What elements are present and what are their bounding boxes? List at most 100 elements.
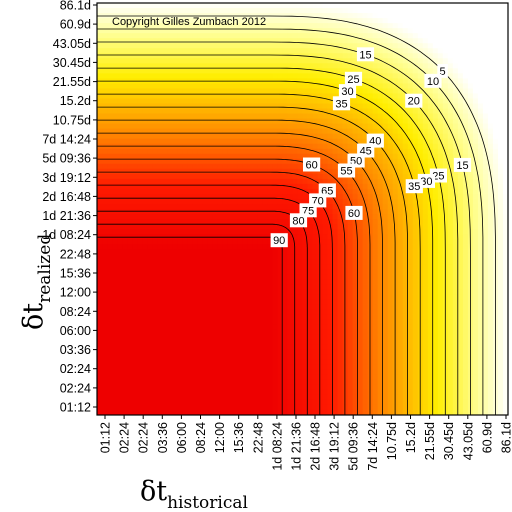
heat-cell: [342, 274, 349, 280]
heat-cell: [187, 389, 193, 396]
heat-cell: [272, 214, 279, 220]
heat-cell: [207, 53, 213, 59]
heat-cell: [252, 284, 258, 290]
heat-cell: [97, 239, 103, 245]
heat-cell: [382, 229, 389, 235]
heat-cell: [377, 83, 384, 90]
heat-cell: [142, 354, 148, 361]
heat-cell: [357, 198, 364, 205]
heat-cell: [122, 48, 128, 54]
heat-cell: [152, 399, 158, 406]
heat-cell: [257, 108, 263, 115]
heat-cell: [207, 369, 213, 376]
heat-cell: [362, 219, 369, 225]
heat-cell: [357, 219, 364, 225]
heat-cell: [117, 399, 123, 406]
heat-cell: [97, 344, 103, 351]
heat-cell: [167, 203, 173, 210]
heat-cell: [207, 103, 213, 110]
heat-cell: [142, 349, 148, 356]
heat-cell: [232, 239, 238, 245]
heat-cell: [197, 193, 203, 200]
heat-cell: [332, 239, 339, 245]
heat-cell: [372, 309, 379, 316]
heat-cell: [362, 329, 369, 336]
heat-cell: [317, 133, 324, 140]
heat-cell: [212, 254, 218, 260]
heat-cell: [327, 153, 334, 160]
heat-cell: [252, 259, 258, 265]
heat-cell: [122, 359, 128, 366]
heat-cell: [127, 354, 133, 361]
heat-cell: [352, 244, 359, 250]
heat-cell: [372, 319, 379, 326]
heat-cell: [112, 384, 118, 391]
heat-cell: [332, 3, 339, 9]
heat-cell: [202, 48, 208, 54]
heat-cell: [327, 404, 334, 411]
heat-cell: [207, 399, 213, 406]
heat-cell: [277, 269, 284, 275]
heat-cell: [267, 259, 274, 265]
heat-cell: [192, 314, 198, 321]
heat-cell: [117, 168, 123, 175]
heat-cell: [207, 244, 213, 250]
heat-cell: [117, 369, 123, 376]
heat-cell: [207, 279, 213, 285]
heat-cell: [242, 188, 248, 195]
heat-cell: [112, 274, 118, 280]
heat-cell: [107, 359, 113, 366]
heat-cell: [142, 209, 148, 215]
heat-cell: [347, 28, 354, 34]
heat-cell: [102, 309, 108, 316]
heat-cell: [247, 148, 253, 155]
heat-cell: [117, 158, 123, 165]
heat-cell: [197, 284, 203, 290]
heat-cell: [97, 294, 103, 301]
heat-cell: [152, 203, 158, 210]
heat-cell: [167, 224, 173, 230]
heat-cell: [102, 128, 108, 135]
heat-cell: [267, 18, 274, 24]
heat-cell: [152, 188, 158, 195]
heat-cell: [292, 153, 299, 160]
heat-cell: [107, 23, 113, 29]
heat-cell: [297, 113, 304, 120]
heat-cell: [252, 399, 258, 406]
heat-cell: [162, 219, 168, 225]
heat-cell: [237, 294, 243, 301]
heat-cell: [227, 244, 233, 250]
heat-cell: [217, 138, 223, 145]
heat-cell: [277, 214, 284, 220]
heat-cell: [282, 374, 289, 381]
heat-cell: [227, 138, 233, 145]
heat-cell: [227, 63, 233, 69]
heat-cell: [352, 234, 359, 240]
heat-cell: [277, 198, 284, 205]
heat-cell: [322, 173, 329, 180]
heat-cell: [292, 13, 299, 19]
heat-cell: [347, 148, 354, 155]
heat-cell: [172, 98, 178, 105]
heat-cell: [277, 384, 284, 391]
heat-cell: [272, 178, 279, 185]
heat-cell: [237, 108, 243, 115]
heat-cell: [237, 229, 243, 235]
heat-cell: [262, 404, 269, 411]
heat-cell: [272, 93, 279, 100]
heat-cell: [302, 304, 309, 311]
heat-cell: [327, 354, 334, 361]
heat-cell: [177, 344, 183, 351]
heat-cell: [212, 148, 218, 155]
heat-cell: [127, 379, 133, 386]
heat-cell: [322, 279, 329, 285]
heat-cell: [252, 73, 258, 79]
heat-cell: [222, 214, 228, 220]
heat-cell: [282, 118, 289, 125]
heat-cell: [192, 224, 198, 230]
heat-cell: [177, 108, 183, 115]
heat-cell: [232, 354, 238, 361]
heat-cell: [342, 334, 349, 341]
heat-cell: [152, 304, 158, 311]
heat-cell: [132, 83, 138, 90]
